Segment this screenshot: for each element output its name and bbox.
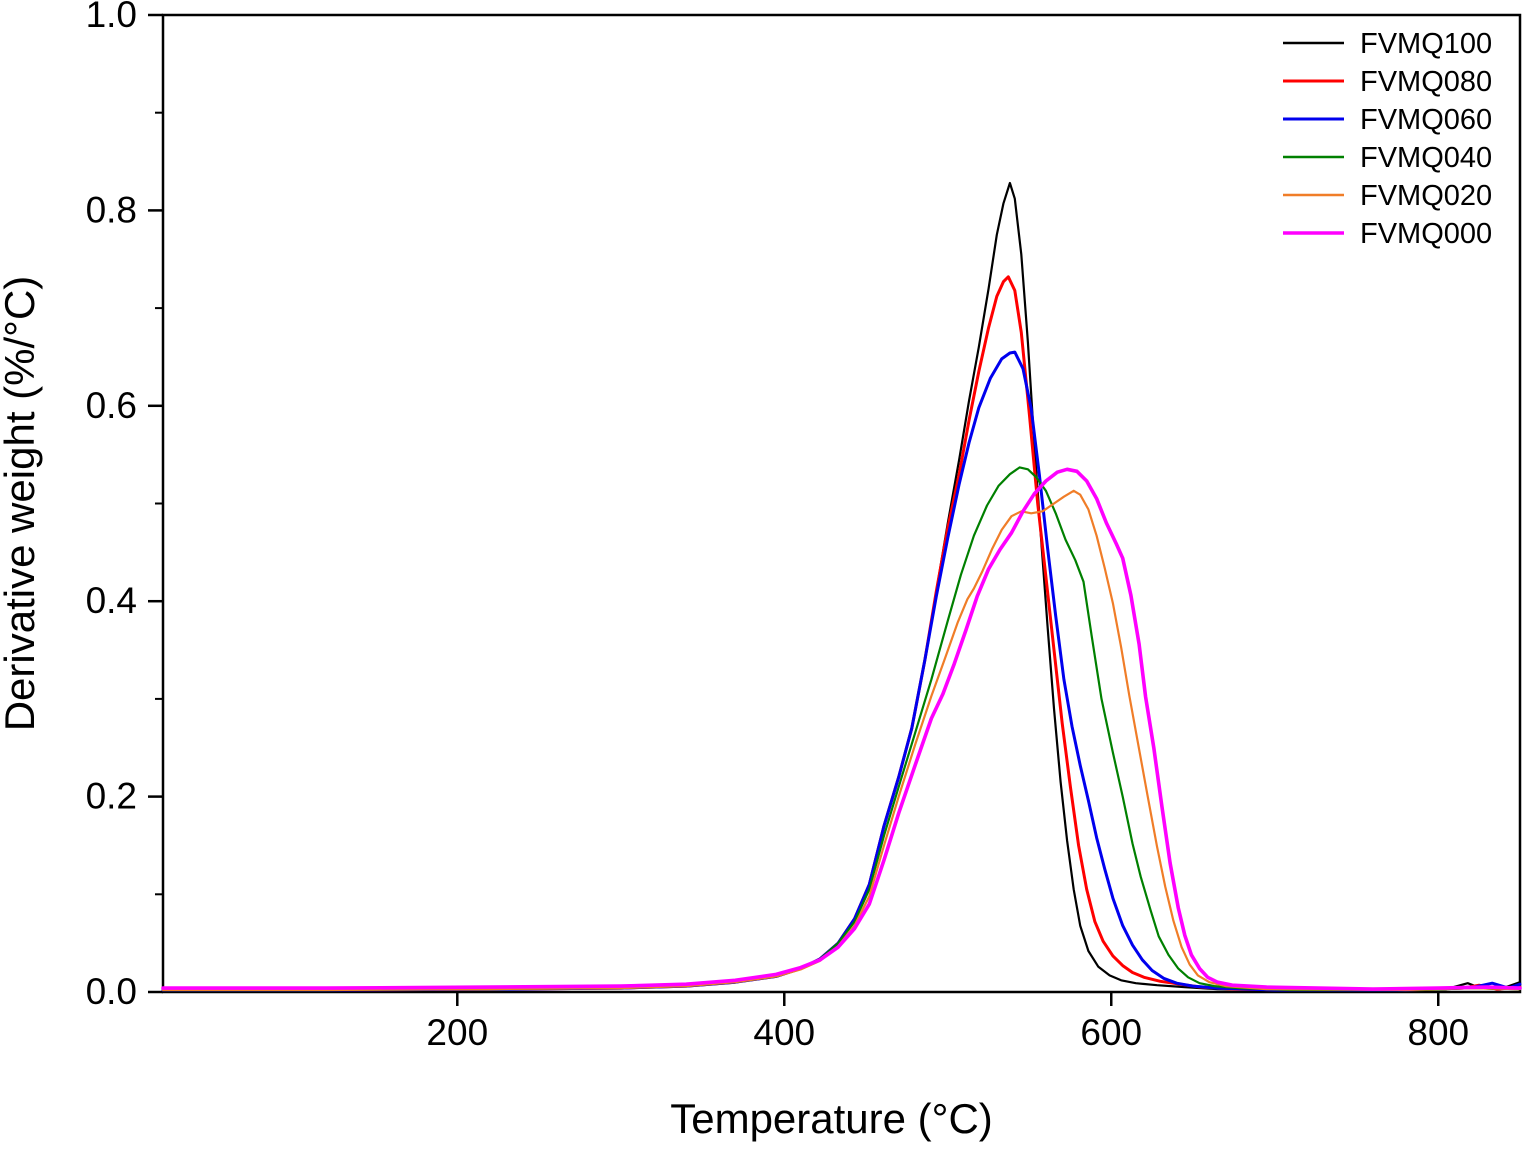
series-line-fvmq000 — [161, 467, 1522, 991]
series-line-fvmq060 — [161, 350, 1522, 992]
legend-label-fvmq040: FVMQ040 — [1360, 142, 1492, 174]
x-axis-tick-label: 600 — [1080, 1012, 1142, 1053]
y-axis-tick-label: 0.4 — [86, 580, 137, 621]
series-line-fvmq100 — [161, 181, 1522, 992]
legend-label-fvmq000: FVMQ000 — [1360, 218, 1492, 250]
legend-label-fvmq020: FVMQ020 — [1360, 180, 1492, 212]
y-axis-tick-label: 0.6 — [86, 385, 137, 426]
y-axis-tick-label: 0.8 — [86, 189, 137, 230]
plot-frame — [161, 13, 1522, 994]
series-line-fvmq020 — [161, 489, 1522, 992]
x-axis-title: Temperature (°C) — [670, 1095, 993, 1142]
y-axis-title: Derivative weight (%/°C) — [0, 276, 43, 732]
series-line-fvmq040 — [161, 466, 1522, 992]
legend-label-fvmq060: FVMQ060 — [1360, 104, 1492, 136]
x-axis-tick-label: 400 — [753, 1012, 815, 1053]
y-axis-tick-label: 0.0 — [86, 971, 137, 1012]
x-axis-tick-label: 200 — [426, 1012, 488, 1053]
series-line-fvmq080 — [161, 275, 1522, 992]
legend-label-fvmq080: FVMQ080 — [1360, 66, 1492, 98]
legend-label-fvmq100: FVMQ100 — [1360, 28, 1492, 60]
x-axis-tick-label: 800 — [1407, 1012, 1469, 1053]
y-axis-tick-label: 1.0 — [86, 0, 137, 35]
y-axis-tick-label: 0.2 — [86, 776, 137, 817]
